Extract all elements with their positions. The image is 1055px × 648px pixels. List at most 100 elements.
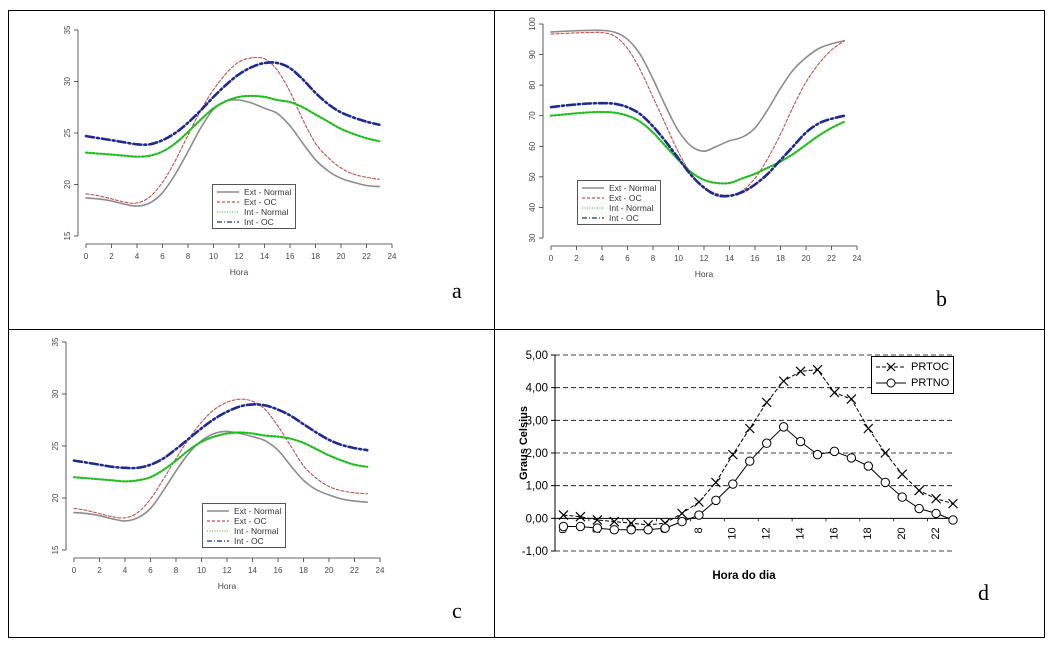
y-tick-label: 5,00 bbox=[526, 350, 548, 362]
data-point-prtoc bbox=[744, 423, 755, 434]
x-tick-label: 20 bbox=[325, 566, 334, 575]
x-tick-label: 10 bbox=[209, 252, 218, 261]
y-tick-label: 20 bbox=[51, 493, 60, 502]
x-tick-label: 20 bbox=[802, 254, 811, 263]
legend-label: Ext - OC bbox=[234, 516, 267, 526]
x-tick-label: 4 bbox=[135, 252, 140, 261]
y-tick-label: 25 bbox=[63, 128, 72, 137]
x-tick-label: 10 bbox=[727, 527, 739, 539]
data-point-prtno bbox=[880, 477, 890, 488]
legend-item: Ext - OC bbox=[207, 516, 281, 526]
x-tick-label: 12 bbox=[235, 252, 244, 261]
y-tick-label: 30 bbox=[63, 77, 72, 86]
series-ext-normal-line bbox=[85, 98, 381, 207]
panel-letter-d: d bbox=[978, 580, 989, 605]
series-int-normal-line bbox=[84, 94, 381, 158]
data-point-prtoc bbox=[897, 469, 908, 480]
legend-item: Int - Normal bbox=[207, 526, 281, 536]
legend-d: PRTOC PRTNO bbox=[871, 356, 955, 394]
x-tick-label: 24 bbox=[388, 252, 397, 261]
x-tick-label: 16 bbox=[751, 254, 760, 263]
x-tick-label: 6 bbox=[160, 252, 165, 261]
data-point-prtoc bbox=[846, 394, 857, 405]
data-point-prtoc bbox=[710, 477, 721, 488]
data-point-prtno bbox=[626, 525, 636, 535]
legend-label: Ext - Normal bbox=[609, 183, 657, 193]
legend-item: Int - OC bbox=[207, 536, 281, 546]
series-int-oc-line bbox=[72, 403, 369, 470]
y-tick-label: 0,00 bbox=[526, 513, 548, 525]
data-point-prtoc bbox=[863, 423, 874, 434]
y-tick-label: 15 bbox=[63, 231, 72, 240]
y-tick-label: 15 bbox=[51, 545, 60, 554]
x-axis-label: Hora bbox=[230, 267, 249, 277]
data-point-prtoc bbox=[880, 448, 891, 458]
series-ext-oc-line bbox=[85, 56, 380, 204]
data-point-prtno bbox=[694, 510, 704, 520]
legend-item: Ext - Normal bbox=[207, 506, 281, 516]
data-point-prtno bbox=[592, 523, 603, 533]
x-tick-label: 22 bbox=[827, 254, 836, 263]
panel-letter-a: a bbox=[452, 278, 462, 303]
data-point-prtno bbox=[863, 461, 874, 471]
data-point-prtno bbox=[812, 449, 823, 460]
data-point-prtoc bbox=[592, 515, 603, 525]
legend-item: Int - OC bbox=[582, 213, 656, 223]
x-axis-label: Hora bbox=[695, 269, 714, 279]
y-tick-label: 25 bbox=[51, 441, 60, 450]
legend-label: Int - Normal bbox=[234, 526, 279, 536]
x-tick-label: 10 bbox=[197, 566, 206, 575]
legend-label: Int - OC bbox=[234, 536, 264, 546]
data-point-prtoc bbox=[609, 516, 620, 527]
data-point-prtoc bbox=[694, 497, 704, 507]
y-tick-label: 70 bbox=[528, 111, 537, 120]
data-point-prtoc bbox=[778, 376, 789, 387]
legend-label: Int - Normal bbox=[609, 203, 654, 213]
series-int-normal-line bbox=[72, 431, 369, 483]
legend-item: PRTNO bbox=[876, 375, 949, 391]
data-point-prtno bbox=[795, 436, 806, 447]
figure-frame bbox=[8, 10, 1045, 638]
x-tick-label: 18 bbox=[862, 527, 874, 539]
x-tick-label: 16 bbox=[274, 566, 283, 575]
legend-label: Int - OC bbox=[244, 217, 274, 227]
data-point-prtno bbox=[558, 521, 569, 532]
horizontal-divider bbox=[8, 329, 1045, 330]
x-tick-label: 20 bbox=[896, 527, 908, 539]
panel-d: -1,000,001,002,003,004,005,0002468101214… bbox=[505, 340, 975, 590]
y-tick-label: 50 bbox=[528, 172, 537, 181]
legend-label: PRTOC bbox=[911, 361, 950, 373]
data-point-prtno bbox=[931, 508, 941, 519]
y-tick-label: 100 bbox=[528, 17, 537, 31]
x-tick-label: 10 bbox=[674, 254, 683, 263]
legend-label: Ext - OC bbox=[609, 193, 642, 203]
data-point-prtoc bbox=[575, 511, 586, 522]
x-tick-label: 22 bbox=[362, 252, 371, 261]
series-int-oc-line bbox=[84, 61, 381, 147]
legend-a: Ext - Normal Ext - OC Int - Normal Int -… bbox=[212, 184, 297, 229]
data-point-prtno bbox=[829, 446, 840, 457]
y-tick-label: 35 bbox=[51, 337, 60, 346]
panel-a: 15 20 25 30 35 0 2 4 6 8 10 12 14 16 18 20 22 24 Hora Ext … bbox=[40, 18, 420, 298]
series-ext-normal-line bbox=[550, 29, 846, 153]
x-axis-label: Hora bbox=[218, 581, 237, 591]
data-point-prtno bbox=[846, 453, 857, 463]
y-tick-label: 30 bbox=[528, 233, 537, 242]
legend-item: Int - OC bbox=[217, 217, 291, 227]
y-tick-label: 2,00 bbox=[526, 448, 548, 460]
x-tick-label: 14 bbox=[248, 566, 257, 575]
x-tick-label: 2 bbox=[109, 252, 114, 261]
data-point-prtoc bbox=[948, 498, 958, 509]
data-point-prtoc bbox=[558, 510, 569, 520]
x-tick-label: 8 bbox=[186, 252, 191, 261]
x-tick-label: 12 bbox=[761, 527, 773, 539]
data-point-prtoc bbox=[914, 485, 925, 496]
data-point-prtno bbox=[745, 456, 755, 466]
data-point-prtno bbox=[897, 492, 907, 502]
x-tick-label: 2 bbox=[574, 254, 579, 263]
data-point-prtno bbox=[711, 495, 721, 506]
legend-item: Ext - OC bbox=[582, 193, 656, 203]
x-tick-label: 14 bbox=[725, 254, 734, 263]
x-tick-label: 14 bbox=[260, 252, 269, 261]
data-point-prtno bbox=[660, 523, 670, 533]
